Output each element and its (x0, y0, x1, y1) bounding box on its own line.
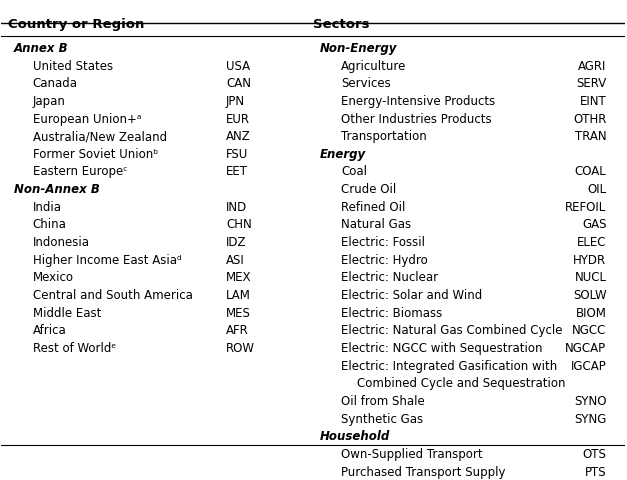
Text: Sectors: Sectors (314, 18, 370, 31)
Text: CAN: CAN (226, 77, 251, 90)
Text: United States: United States (33, 60, 113, 72)
Text: GAS: GAS (582, 218, 606, 231)
Text: IGCAP: IGCAP (571, 360, 606, 372)
Text: Electric: Biomass: Electric: Biomass (341, 307, 443, 320)
Text: Rest of Worldᵉ: Rest of Worldᵉ (33, 342, 116, 355)
Text: Electric: Solar and Wind: Electric: Solar and Wind (341, 289, 483, 302)
Text: Transportation: Transportation (341, 130, 427, 143)
Text: Electric: Nuclear: Electric: Nuclear (341, 271, 438, 284)
Text: Energy: Energy (320, 148, 366, 161)
Text: NGCC: NGCC (572, 324, 606, 337)
Text: Refined Oil: Refined Oil (341, 201, 406, 214)
Text: TRAN: TRAN (575, 130, 606, 143)
Text: SOLW: SOLW (573, 289, 606, 302)
Text: FSU: FSU (226, 148, 248, 161)
Text: Non-Annex B: Non-Annex B (14, 183, 100, 196)
Text: SYNG: SYNG (574, 413, 606, 426)
Text: Central and South America: Central and South America (33, 289, 192, 302)
Text: Other Industries Products: Other Industries Products (341, 112, 492, 126)
Text: COAL: COAL (575, 166, 606, 179)
Text: Annex B: Annex B (14, 42, 68, 55)
Text: Services: Services (341, 77, 391, 90)
Text: PTS: PTS (585, 466, 606, 479)
Text: Household: Household (320, 430, 390, 443)
Text: HYDR: HYDR (573, 254, 606, 267)
Text: CHN: CHN (226, 218, 251, 231)
Text: JPN: JPN (226, 95, 245, 108)
Text: IND: IND (226, 201, 247, 214)
Text: European Union+ᵃ: European Union+ᵃ (33, 112, 141, 126)
Text: Africa: Africa (33, 324, 66, 337)
Text: ELEC: ELEC (577, 236, 606, 249)
Text: Oil from Shale: Oil from Shale (341, 395, 425, 408)
Text: IDZ: IDZ (226, 236, 246, 249)
Text: Electric: Hydro: Electric: Hydro (341, 254, 428, 267)
Text: Synthetic Gas: Synthetic Gas (341, 413, 423, 426)
Text: Middle East: Middle East (33, 307, 101, 320)
Text: NGCAP: NGCAP (566, 342, 606, 355)
Text: Former Soviet Unionᵇ: Former Soviet Unionᵇ (33, 148, 158, 161)
Text: BIOM: BIOM (576, 307, 606, 320)
Text: AGRI: AGRI (578, 60, 606, 72)
Text: Country or Region: Country or Region (8, 18, 144, 31)
Text: Canada: Canada (33, 77, 78, 90)
Text: NUCL: NUCL (574, 271, 606, 284)
Text: Indonesia: Indonesia (33, 236, 90, 249)
Text: OTS: OTS (582, 448, 606, 461)
Text: Coal: Coal (341, 166, 367, 179)
Text: Crude Oil: Crude Oil (341, 183, 397, 196)
Text: Own-Supplied Transport: Own-Supplied Transport (341, 448, 483, 461)
Text: Electric: Fossil: Electric: Fossil (341, 236, 425, 249)
Text: India: India (33, 201, 61, 214)
Text: Electric: Integrated Gasification with: Electric: Integrated Gasification with (341, 360, 557, 372)
Text: Non-Energy: Non-Energy (320, 42, 397, 55)
Text: EUR: EUR (226, 112, 250, 126)
Text: OTHR: OTHR (573, 112, 606, 126)
Text: Electric: NGCC with Sequestration: Electric: NGCC with Sequestration (341, 342, 543, 355)
Text: LAM: LAM (226, 289, 251, 302)
Text: AFR: AFR (226, 324, 249, 337)
Text: Higher Income East Asiaᵈ: Higher Income East Asiaᵈ (33, 254, 181, 267)
Text: Purchased Transport Supply: Purchased Transport Supply (341, 466, 506, 479)
Text: Combined Cycle and Sequestration: Combined Cycle and Sequestration (357, 377, 566, 390)
Text: Agriculture: Agriculture (341, 60, 407, 72)
Text: Natural Gas: Natural Gas (341, 218, 411, 231)
Text: OIL: OIL (587, 183, 606, 196)
Text: EET: EET (226, 166, 248, 179)
Text: Electric: Natural Gas Combined Cycle: Electric: Natural Gas Combined Cycle (341, 324, 563, 337)
Text: REFOIL: REFOIL (566, 201, 606, 214)
Text: EINT: EINT (580, 95, 606, 108)
Text: Japan: Japan (33, 95, 65, 108)
Text: Australia/New Zealand: Australia/New Zealand (33, 130, 167, 143)
Text: Mexico: Mexico (33, 271, 73, 284)
Text: MES: MES (226, 307, 251, 320)
Text: SYNO: SYNO (574, 395, 606, 408)
Text: Energy-Intensive Products: Energy-Intensive Products (341, 95, 495, 108)
Text: Eastern Europeᶜ: Eastern Europeᶜ (33, 166, 127, 179)
Text: China: China (33, 218, 66, 231)
Text: ANZ: ANZ (226, 130, 251, 143)
Text: ASI: ASI (226, 254, 245, 267)
Text: MEX: MEX (226, 271, 251, 284)
Text: ROW: ROW (226, 342, 255, 355)
Text: USA: USA (226, 60, 250, 72)
Text: SERV: SERV (576, 77, 606, 90)
